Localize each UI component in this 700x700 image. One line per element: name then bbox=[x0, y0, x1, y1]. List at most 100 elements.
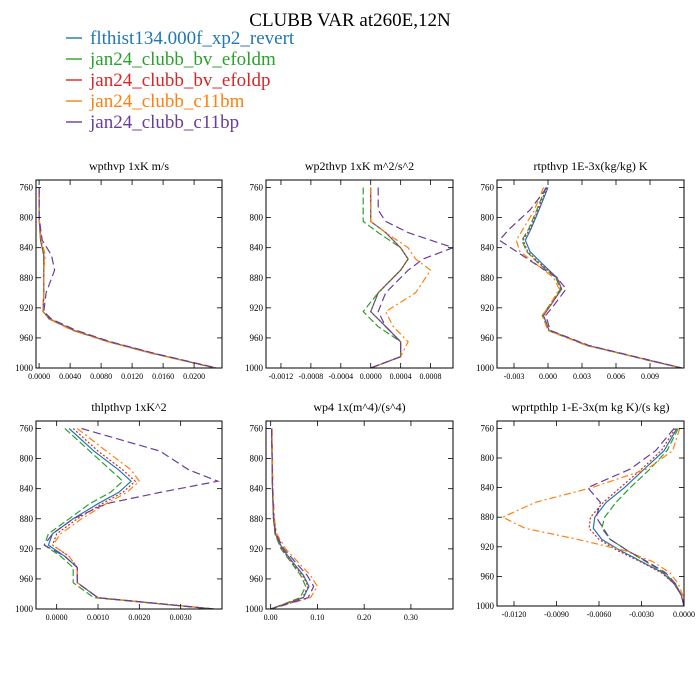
y-tick-label: 1000 bbox=[15, 604, 34, 614]
x-tick-label: -0.0004 bbox=[328, 372, 353, 381]
plot-frame bbox=[35, 179, 223, 369]
x-tick-label: -0.003 bbox=[504, 372, 525, 381]
y-tick-label: 1000 bbox=[245, 363, 264, 373]
series-group bbox=[501, 428, 684, 606]
series-line bbox=[370, 187, 432, 368]
x-tick-label: -0.0090 bbox=[544, 610, 569, 619]
series-line bbox=[270, 428, 319, 609]
panels: wpthvp 1xK m/s76080084088092096010000.00… bbox=[15, 159, 695, 622]
panel-title: wpthvp 1xK m/s bbox=[89, 159, 169, 173]
y-tick-label: 1000 bbox=[245, 604, 264, 614]
y-tick-label: 880 bbox=[20, 273, 34, 283]
x-tick-label: -0.0060 bbox=[587, 610, 612, 619]
y-tick-label: 960 bbox=[250, 574, 264, 584]
x-tick-label: 0.009 bbox=[641, 372, 659, 381]
y-tick-label: 880 bbox=[20, 514, 34, 524]
y-tick-label: 760 bbox=[20, 424, 34, 434]
x-tick-label: 0.0040 bbox=[59, 372, 81, 381]
y-tick-label: 960 bbox=[481, 571, 495, 581]
plot-frame bbox=[265, 179, 454, 369]
y-tick-label: 960 bbox=[481, 333, 495, 343]
x-tick-label: 0.0030 bbox=[170, 613, 192, 622]
series-line bbox=[38, 187, 217, 368]
plot-frame bbox=[496, 420, 685, 607]
series-line bbox=[369, 187, 409, 368]
legend-label: jan24_clubb_c11bm bbox=[89, 91, 245, 112]
x-tick-label: 0.0120 bbox=[121, 372, 143, 381]
series-line bbox=[38, 187, 216, 368]
series-group bbox=[498, 187, 682, 368]
y-tick-label: 880 bbox=[250, 514, 264, 524]
y-tick-label: 760 bbox=[250, 183, 264, 193]
y-tick-label: 960 bbox=[20, 333, 34, 343]
y-tick-label: 920 bbox=[481, 542, 495, 552]
x-tick-label: -0.0120 bbox=[502, 610, 527, 619]
y-tick-label: 1000 bbox=[476, 363, 495, 373]
series-line bbox=[521, 187, 682, 368]
series-line bbox=[515, 187, 682, 368]
x-tick-label: 0.0000 bbox=[673, 610, 695, 619]
plot-frame bbox=[496, 179, 685, 369]
x-tick-label: 0.0004 bbox=[390, 372, 412, 381]
panel-5: wp4 1x(m^4)/(s^4)76080084088092096010000… bbox=[245, 400, 454, 622]
x-tick-label: 0.0000 bbox=[28, 372, 50, 381]
y-tick-label: 840 bbox=[20, 243, 34, 253]
y-tick-label: 760 bbox=[20, 183, 34, 193]
series-line bbox=[38, 187, 216, 368]
x-tick-label: 0.0020 bbox=[128, 613, 150, 622]
x-tick-label: 0.0200 bbox=[183, 372, 205, 381]
series-line bbox=[370, 187, 453, 368]
panel-title: wp2thvp 1xK m^2/s^2 bbox=[305, 159, 414, 173]
x-tick-label: 0.003 bbox=[573, 372, 591, 381]
panel-3: rtpthvp 1E-3x(kg/kg) K 760 800 840 880 920 960… bbox=[476, 159, 685, 381]
series-line bbox=[498, 187, 682, 368]
y-tick-label: 800 bbox=[20, 454, 34, 464]
series-line bbox=[51, 428, 214, 609]
series-line bbox=[601, 428, 684, 606]
series-line bbox=[270, 428, 307, 609]
x-tick-label: -0.0008 bbox=[299, 372, 324, 381]
y-tick-label: 800 bbox=[20, 213, 34, 223]
y-tick-label: 1000 bbox=[15, 363, 34, 373]
legend-label: jan24_clubb_bv_efoldp bbox=[89, 70, 270, 91]
figure-title: CLUBB VAR at260E,12N bbox=[249, 10, 451, 31]
panel-2: wp2thvp 1xK m^2/s^2 760 800 840 880 920 960 100… bbox=[245, 159, 454, 381]
x-tick-label: -0.0012 bbox=[269, 372, 294, 381]
y-tick-label: 840 bbox=[481, 483, 495, 493]
y-tick-label: 920 bbox=[481, 303, 495, 313]
series-line bbox=[586, 428, 684, 606]
legend-label: jan24_clubb_bv_efoldm bbox=[89, 49, 276, 70]
y-tick-label: 760 bbox=[481, 183, 495, 193]
series-group bbox=[43, 427, 221, 609]
legend: flthist134.000f_xp2_revertjan24_clubb_bv… bbox=[66, 28, 295, 133]
panel-title: wp4 1x(m^4)/(s^4) bbox=[313, 400, 405, 414]
x-tick-label: 0.0010 bbox=[87, 613, 109, 622]
y-tick-label: 800 bbox=[481, 453, 495, 463]
y-tick-label: 760 bbox=[481, 423, 495, 433]
x-tick-label: 0.00 bbox=[264, 613, 278, 622]
y-tick-label: 920 bbox=[250, 303, 264, 313]
panel-1: wpthvp 1xK m/s76080084088092096010000.00… bbox=[15, 159, 223, 381]
panel-title: rtpthvp 1E-3x(kg/kg) K bbox=[534, 159, 648, 173]
plot-frame bbox=[265, 420, 454, 610]
x-tick-label: 0.20 bbox=[357, 613, 371, 622]
series-group bbox=[38, 187, 217, 368]
series-line bbox=[43, 427, 221, 609]
series-line bbox=[524, 187, 682, 368]
y-tick-label: 800 bbox=[250, 213, 264, 223]
y-tick-label: 760 bbox=[250, 424, 264, 434]
x-tick-label: 0.0160 bbox=[152, 372, 174, 381]
x-tick-label: 0.10 bbox=[310, 613, 324, 622]
panel-title: wprtpthlp 1-E-3x(m kg K)/(s kg) bbox=[512, 400, 670, 414]
y-tick-label: 880 bbox=[481, 512, 495, 522]
panel-title: thlpthvp 1xK^2 bbox=[91, 400, 166, 414]
series-line bbox=[38, 187, 216, 368]
series-line bbox=[38, 187, 216, 368]
series-line bbox=[501, 428, 684, 606]
series-line bbox=[43, 428, 214, 609]
x-tick-label: 0.0000 bbox=[360, 372, 382, 381]
x-tick-label: 0.0080 bbox=[90, 372, 112, 381]
legend-label: flthist134.000f_xp2_revert bbox=[90, 28, 295, 49]
y-tick-label: 1000 bbox=[476, 601, 495, 611]
x-tick-label: 0.000 bbox=[539, 372, 557, 381]
